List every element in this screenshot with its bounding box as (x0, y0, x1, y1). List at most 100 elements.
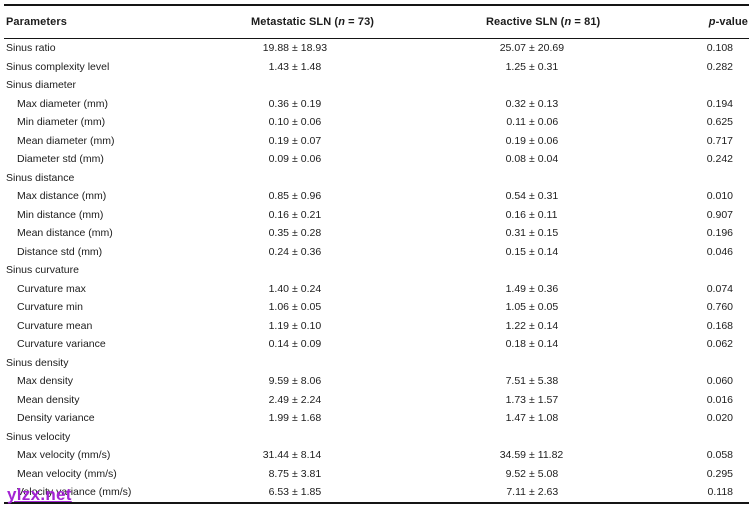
reactive-value: 1.47 ±1.08 (505, 412, 559, 424)
p-value (669, 428, 749, 447)
table-row: Curvature min 1.06 ±0.05 1.05 ±0.05 0.760 (4, 298, 749, 317)
table-row: Mean velocity (mm/s) 8.75 ±3.81 9.52 ±5.08 0.… (4, 465, 749, 484)
reactive-value (484, 354, 669, 373)
parameter-label: Max diameter (mm) (17, 97, 109, 110)
parameter-label: Mean density (17, 393, 80, 406)
table-row: Curvature mean 1.19 ±0.10 1.22 ±0.14 0.168 (4, 317, 749, 336)
p-value: 0.282 (706, 60, 733, 73)
reactive-value: 0.18 ±0.14 (505, 338, 559, 350)
metastatic-value (249, 354, 484, 373)
parameter-label: Max velocity (mm/s) (17, 449, 111, 461)
metastatic-value: 31.44 ±8.14 (262, 449, 322, 461)
group-row: Sinus velocity (4, 428, 749, 447)
metastatic-value: 0.14 ±0.09 (268, 338, 322, 350)
p-value: 0.046 (706, 245, 733, 258)
p-value: 0.118 (707, 486, 734, 498)
table-row: Velocity variance (mm/s) 6.53 ±1.85 7.11 ±2.… (4, 483, 749, 503)
metastatic-value: 0.10 ±0.06 (268, 116, 322, 128)
p-value: 0.717 (706, 134, 733, 147)
p-value: 0.020 (706, 412, 733, 424)
p-value: 0.074 (706, 282, 733, 295)
reactive-value: 0.54 ±0.31 (505, 190, 559, 202)
p-value (669, 169, 749, 188)
parameter-label: Min distance (mm) (17, 208, 104, 221)
table-row: Curvature variance 0.14 ±0.09 0.18 ±0.14 0.06… (4, 335, 749, 354)
parameter-label: Mean velocity (mm/s) (17, 467, 117, 480)
col-header-parameters: Parameters (6, 16, 67, 28)
table-row: Curvature max 1.40 ±0.24 1.49 ±0.36 0.074 (4, 280, 749, 299)
p-value: 0.194 (706, 97, 733, 110)
p-value (669, 261, 749, 280)
metastatic-value: 0.85 ±0.96 (268, 190, 322, 202)
reactive-value (484, 428, 669, 447)
watermark-link[interactable]: ylzx.net (7, 485, 72, 504)
p-value (669, 354, 749, 373)
reactive-value: 0.32 ±0.13 (505, 97, 559, 110)
p-value: 0.062 (706, 338, 733, 350)
reactive-value: 1.73 ±1.57 (505, 393, 559, 406)
reactive-value: 25.07 ±20.69 (499, 42, 565, 54)
reactive-value: 34.59 ±11.82 (499, 449, 564, 461)
metastatic-value: 0.35 ±0.28 (268, 227, 322, 239)
col-header-pvalue: p-value (708, 16, 748, 28)
parameter-label: Sinus ratio (6, 42, 56, 54)
metastatic-value: 6.53 ±1.85 (268, 486, 322, 498)
parameter-label: Max density (17, 375, 74, 387)
metastatic-value: 0.24 ±0.36 (268, 245, 322, 258)
parameter-label: Sinus curvature (6, 264, 79, 276)
metastatic-value: 1.40 ±0.24 (268, 282, 322, 295)
metastatic-value: 1.06 ±0.05 (268, 301, 322, 313)
metastatic-value: 0.36 ±0.19 (268, 97, 322, 110)
table-row: Max distance (mm) 0.85 ±0.96 0.54 ±0.31 0.010 (4, 187, 749, 206)
metastatic-value: 2.49 ±2.24 (268, 393, 322, 406)
reactive-value: 1.05 ±0.05 (505, 301, 559, 313)
metastatic-value (249, 76, 484, 95)
statistics-table: Parameters Metastatic SLN (n = 73) React… (4, 4, 749, 504)
reactive-value (484, 76, 669, 95)
reactive-value: 0.15 ±0.14 (505, 245, 559, 258)
p-value: 0.760 (706, 301, 733, 313)
reactive-value: 0.16 ±0.11 (505, 208, 558, 221)
p-value: 0.108 (706, 42, 733, 54)
table-row: Mean distance (mm) 0.35 ±0.28 0.31 ±0.15 0.19… (4, 224, 749, 243)
col-header-reactive: Reactive SLN (n = 81) (486, 16, 601, 28)
parameter-label: Sinus distance (6, 171, 75, 184)
reactive-value (484, 169, 669, 188)
p-value: 0.295 (706, 467, 733, 480)
parameter-label: Velocity variance (mm/s) (17, 486, 132, 498)
parameter-label: Max distance (mm) (17, 190, 107, 202)
table-row: Mean diameter (mm) 0.19 ±0.07 0.19 ±0.06 0.71… (4, 132, 749, 151)
parameter-label: Curvature max (17, 282, 86, 295)
p-value: 0.058 (706, 449, 733, 461)
reactive-value: 7.51 ±5.38 (505, 375, 559, 387)
p-value: 0.010 (706, 190, 733, 202)
group-row: Sinus distance (4, 169, 749, 188)
table-row: Distance std (mm) 0.24 ±0.36 0.15 ±0.14 0.046 (4, 243, 749, 262)
p-value: 0.168 (706, 319, 733, 332)
p-value: 0.196 (706, 227, 733, 239)
group-row: Sinus curvature (4, 261, 749, 280)
metastatic-value (249, 428, 484, 447)
p-value: 0.060 (706, 375, 733, 387)
metastatic-value (249, 169, 484, 188)
col-header-metastatic: Metastatic SLN (n = 73) (251, 16, 375, 28)
metastatic-value: 9.59 ±8.06 (268, 375, 322, 387)
table-row: Min distance (mm) 0.16 ±0.21 0.16 ±0.11 0.907 (4, 206, 749, 225)
reactive-value: 1.49 ±0.36 (505, 282, 559, 295)
metastatic-value: 0.19 ±0.07 (268, 134, 322, 147)
reactive-value (484, 261, 669, 280)
metastatic-value (249, 261, 484, 280)
parameter-label: Curvature mean (17, 319, 93, 332)
p-value: 0.016 (706, 393, 733, 406)
parameter-label: Diameter std (mm) (17, 153, 104, 165)
metastatic-value: 8.75 ±3.81 (268, 467, 322, 480)
table-body: Sinus ratio 19.88 ±18.93 25.07 ±20.69 0.108 Si… (4, 39, 749, 503)
parameter-label: Sinus velocity (6, 430, 71, 443)
table-row: Sinus ratio 19.88 ±18.93 25.07 ±20.69 0.108 (4, 39, 749, 58)
table-row: Diameter std (mm) 0.09 ±0.06 0.08 ±0.04 0.242 (4, 150, 749, 169)
p-value: 0.907 (706, 208, 733, 221)
metastatic-value: 1.19 ±0.10 (268, 319, 322, 332)
reactive-value: 9.52 ±5.08 (505, 467, 559, 480)
parameter-label: Mean distance (mm) (17, 227, 113, 239)
table-row: Max density 9.59 ±8.06 7.51 ±5.38 0.060 (4, 372, 749, 391)
